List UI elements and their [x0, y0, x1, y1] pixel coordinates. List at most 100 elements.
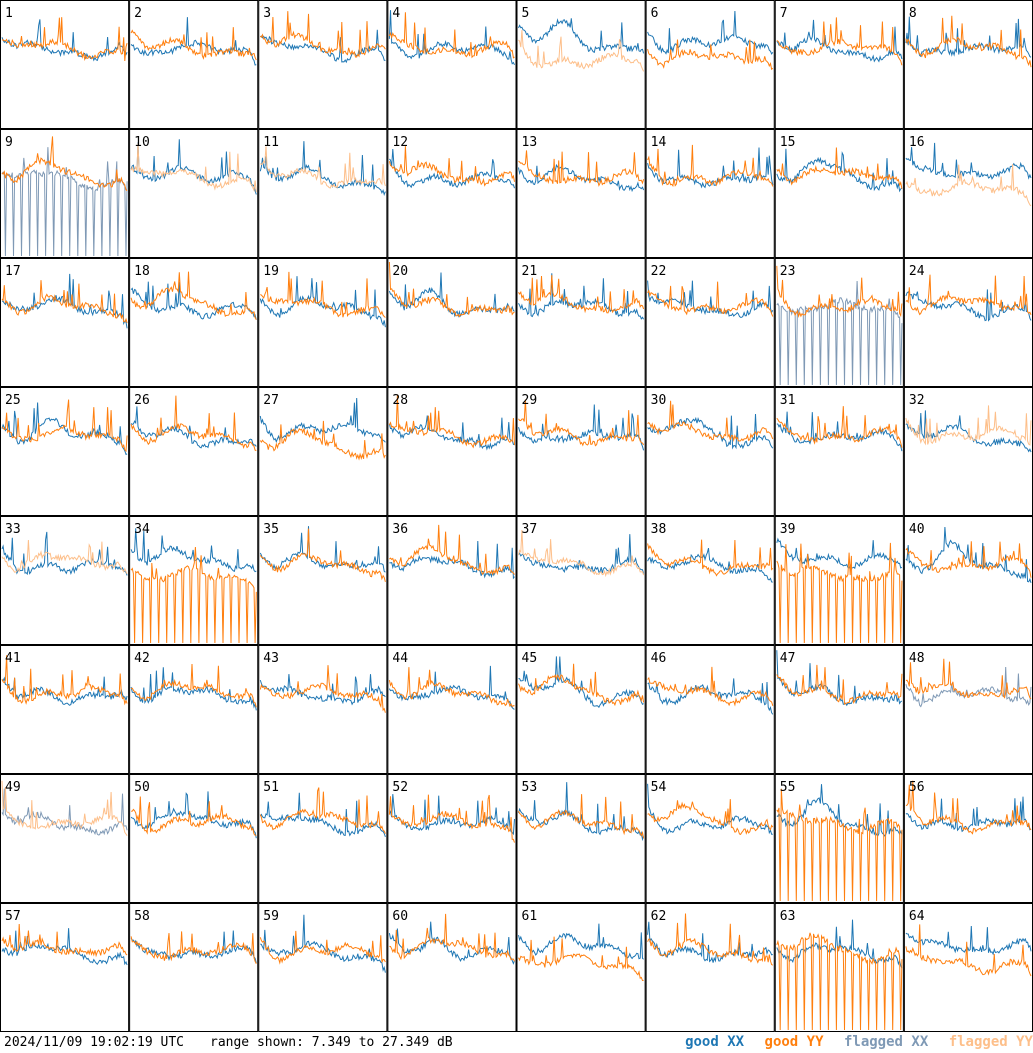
yy-trace [130, 931, 257, 965]
yy-trace [130, 546, 257, 644]
xx-trace [776, 19, 903, 63]
panel-label: 25 [5, 393, 21, 408]
panel-label: 10 [134, 135, 150, 150]
panel-label: 22 [651, 264, 667, 279]
yy-trace [1, 280, 128, 324]
panel-frame [129, 0, 259, 129]
panel-frame [774, 387, 904, 516]
yy-trace [259, 787, 386, 834]
panel-label: 43 [263, 651, 279, 666]
panel-frame [903, 258, 1033, 387]
xx-trace [130, 930, 257, 964]
xx-trace [388, 415, 515, 451]
panel-label: 47 [780, 651, 796, 666]
yy-trace [905, 658, 1032, 700]
yy-trace [905, 541, 1032, 578]
xx-trace [518, 404, 645, 451]
xx-trace [130, 406, 257, 449]
panel-frame [0, 645, 130, 774]
panel-label: 51 [263, 780, 279, 795]
yy-trace [259, 420, 386, 461]
panel-30: 30 [645, 387, 775, 516]
xx-trace [259, 276, 386, 328]
panel-frame [0, 0, 130, 129]
yy-trace [518, 275, 645, 314]
yy-trace [1, 17, 128, 62]
yy-trace [1, 539, 128, 575]
panel-label: 18 [134, 264, 150, 279]
panel-41: 41 [0, 645, 130, 774]
panel-label: 55 [780, 780, 796, 795]
panel-label: 46 [651, 651, 667, 666]
panel-9: 9 [0, 129, 130, 258]
panel-label: 34 [134, 522, 150, 537]
xx-trace [647, 783, 773, 835]
yy-trace [647, 281, 774, 317]
xx-trace [130, 791, 257, 839]
panel-frame [258, 645, 388, 774]
panel-frame [903, 516, 1033, 645]
panel-label: 36 [392, 522, 408, 537]
yy-trace [388, 12, 515, 59]
yy-trace [259, 528, 386, 583]
xx-trace [518, 923, 644, 960]
panel-frame [387, 774, 517, 903]
xx-trace [518, 656, 644, 709]
yy-trace [776, 788, 903, 902]
yy-trace [776, 542, 903, 644]
panel-22: 22 [645, 258, 775, 387]
xx-trace [518, 18, 645, 54]
yy-trace [905, 15, 1032, 68]
yy-trace [905, 924, 1032, 977]
yy-trace [776, 664, 903, 705]
panel-frame [645, 516, 775, 645]
panel-frame [0, 903, 130, 1032]
panel-label: 1 [5, 6, 13, 21]
panel-label: 7 [780, 6, 788, 21]
xx-trace [388, 921, 515, 965]
panel-frame [516, 903, 646, 1032]
yy-trace [776, 265, 903, 318]
panel-label: 13 [522, 135, 538, 150]
panel-29: 29 [516, 387, 646, 516]
panel-label: 38 [651, 522, 667, 537]
panel-label: 45 [522, 651, 538, 666]
panel-42: 42 [129, 645, 259, 774]
panel-label: 37 [522, 522, 538, 537]
yy-trace [905, 780, 1032, 835]
panel-frame [903, 0, 1033, 129]
xx-trace [259, 674, 386, 706]
xx-trace [1, 928, 128, 966]
yy-trace [130, 395, 257, 452]
panel-47: 47 [774, 645, 904, 774]
xx-trace [776, 148, 903, 193]
panel-frame [387, 129, 517, 258]
panel-label: 60 [392, 909, 408, 924]
panel-frame [774, 645, 904, 774]
xx-trace [905, 796, 1032, 833]
panel-20: 20 [387, 258, 517, 387]
panel-13: 13 [516, 129, 646, 258]
panel-label: 12 [392, 135, 408, 150]
panel-11: 11 [258, 129, 388, 258]
yy-trace [905, 164, 1032, 207]
xx-trace [1, 147, 128, 257]
panel-59: 59 [258, 903, 388, 1032]
panel-frame [387, 387, 517, 516]
panel-frame [774, 129, 904, 258]
panel-frame [129, 774, 259, 903]
panel-label: 48 [909, 651, 925, 666]
xx-trace [389, 540, 515, 580]
panel-7: 7 [774, 0, 904, 129]
panel-label: 6 [651, 6, 659, 21]
legend-flagged-yy: flagged YY [948, 1034, 1033, 1050]
panel-label: 21 [522, 264, 538, 279]
panel-frame [645, 903, 775, 1032]
panel-frame [129, 903, 259, 1032]
panel-frame [0, 258, 130, 387]
panel-19: 19 [258, 258, 388, 387]
panel-label: 17 [5, 264, 21, 279]
panel-label: 39 [780, 522, 796, 537]
panel-frame [258, 0, 388, 129]
panel-58: 58 [129, 903, 259, 1032]
